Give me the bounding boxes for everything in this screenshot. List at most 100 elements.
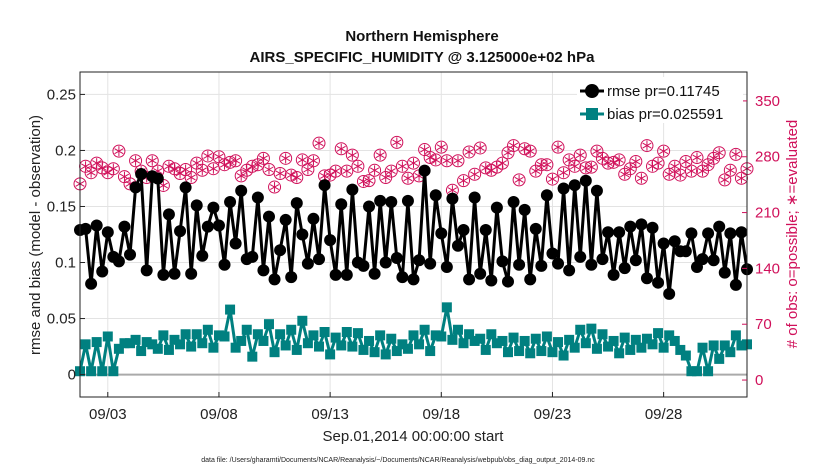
bias-point (452, 324, 463, 335)
rmse-point (162, 208, 175, 221)
evaluated-point (508, 140, 519, 151)
evaluated-point (231, 155, 241, 166)
bias-point (736, 340, 747, 351)
possible-point (440, 154, 454, 168)
evaluated-point (531, 166, 541, 177)
rmse-point (296, 228, 309, 241)
rmse-point (157, 268, 170, 281)
rmse-point (385, 196, 398, 208)
bias-point (336, 340, 347, 351)
bias-point (136, 346, 147, 357)
evaluated-point (620, 169, 630, 180)
evaluated-point (581, 162, 591, 173)
rmse-point (435, 227, 448, 240)
bias-point (325, 349, 336, 360)
possible-point (295, 153, 309, 167)
evaluated-point (225, 157, 235, 168)
legend-bias-label: bias pr=0.025591 (607, 106, 723, 123)
rmse-point (451, 239, 464, 252)
bias-point (380, 349, 391, 360)
bias-point (569, 342, 580, 353)
bias-point (230, 342, 241, 353)
bias-point (469, 335, 480, 346)
evaluated-point (203, 150, 213, 161)
rmse-point (346, 183, 359, 196)
evaluated-point (542, 159, 552, 170)
bias-point (697, 342, 708, 353)
rmse-point (540, 189, 553, 202)
evaluated-point (80, 161, 91, 172)
evaluated-point (131, 155, 141, 166)
rmse-point (329, 268, 342, 281)
bias-point (564, 334, 575, 345)
rmse-point (585, 258, 598, 271)
bias-point (603, 341, 614, 352)
possible-point (634, 171, 648, 185)
bias-point (102, 331, 113, 342)
possible-point (407, 156, 420, 170)
possible-point (351, 159, 365, 173)
bias-point (219, 331, 230, 342)
evaluated-point (364, 175, 374, 186)
rmse-point (563, 264, 576, 277)
bias-point (502, 347, 513, 358)
evaluated-point (492, 162, 502, 173)
rmse-point (635, 218, 648, 231)
bias-point (252, 329, 263, 340)
bias-point (125, 338, 136, 349)
possible-point (334, 142, 348, 156)
evaluated-point (670, 161, 680, 172)
evaluated-point (636, 173, 646, 184)
bias-point (541, 331, 552, 342)
rmse-point (262, 210, 275, 223)
rmse-point (524, 273, 537, 286)
bias-point (175, 339, 186, 350)
rmse-point (101, 226, 114, 239)
y-axis-ticks: 0 0.05 0.1 0.15 0.2 0.25 (47, 86, 85, 384)
bias-point (519, 335, 530, 346)
rmse-point (457, 224, 470, 237)
possible-point (345, 148, 359, 162)
bias-point (725, 347, 736, 358)
rmse-point (96, 265, 109, 278)
evaluated-point (331, 166, 341, 177)
x-tick-label: 09/23 (534, 406, 572, 423)
bias-point (86, 366, 97, 377)
bias-point (108, 366, 119, 377)
rmse-point (474, 267, 487, 280)
y-right-tick-label: 210 (755, 205, 780, 222)
evaluated-point (525, 146, 535, 157)
bias-point (414, 339, 425, 350)
bias-point (553, 337, 564, 348)
rmse-point (190, 199, 203, 212)
bias-point (152, 343, 163, 354)
rmse-point (396, 271, 409, 284)
y-right-tick-label: 140 (755, 260, 780, 277)
possible-point (573, 148, 587, 162)
evaluated-point (347, 150, 357, 161)
rmse-point (318, 179, 331, 192)
possible-point (545, 172, 559, 186)
evaluated-point (114, 146, 124, 157)
bias-point (653, 328, 664, 339)
bias-point (675, 344, 686, 355)
rmse-point (624, 220, 637, 233)
x-tick-label: 09/08 (200, 406, 238, 423)
evaluated-point (664, 169, 674, 180)
rmse-point (135, 167, 148, 180)
data-file-footnote: data file: /Users/gharamti/Documents/NCA… (201, 457, 595, 464)
rmse-point (685, 227, 698, 240)
bias-point (364, 335, 375, 346)
y-right-tick-label: 280 (755, 149, 780, 166)
possible-point (640, 139, 654, 153)
evaluated-point (353, 161, 363, 172)
rmse-point (174, 225, 187, 238)
bias-point (508, 332, 519, 343)
evaluated-point (292, 172, 302, 183)
evaluated-point (208, 163, 218, 174)
evaluated-point (597, 153, 608, 164)
evaluated-point (592, 146, 602, 157)
bias-point (719, 340, 730, 351)
evaluated-point (392, 137, 402, 148)
